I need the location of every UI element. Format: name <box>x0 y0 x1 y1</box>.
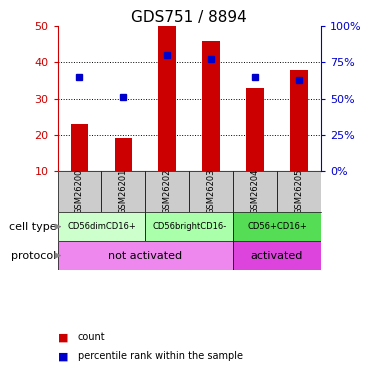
Text: cell type: cell type <box>9 222 57 232</box>
Text: protocol: protocol <box>12 251 57 261</box>
Text: CD56brightCD16-: CD56brightCD16- <box>152 222 226 231</box>
Text: ■: ■ <box>58 333 68 342</box>
Bar <box>203 41 220 171</box>
Bar <box>233 241 321 270</box>
Bar <box>101 171 145 212</box>
Text: CD56dimCD16+: CD56dimCD16+ <box>67 222 136 231</box>
Bar <box>290 70 308 171</box>
Text: percentile rank within the sample: percentile rank within the sample <box>78 351 243 361</box>
Bar <box>277 171 321 212</box>
Bar <box>246 88 264 171</box>
Text: activated: activated <box>251 251 303 261</box>
Text: GSM26202: GSM26202 <box>163 169 172 214</box>
Text: count: count <box>78 333 105 342</box>
Text: GSM26203: GSM26203 <box>207 169 216 214</box>
Bar <box>58 241 233 270</box>
Bar <box>71 124 88 171</box>
Text: ■: ■ <box>58 351 68 361</box>
Text: CD56+CD16+: CD56+CD16+ <box>247 222 307 231</box>
Bar <box>58 171 101 212</box>
Bar <box>233 212 321 241</box>
Bar <box>233 171 277 212</box>
Bar <box>145 212 233 241</box>
Bar <box>189 171 233 212</box>
Bar <box>115 138 132 171</box>
Bar <box>145 171 189 212</box>
Bar <box>158 26 176 171</box>
Text: GSM26200: GSM26200 <box>75 169 84 214</box>
Text: GSM26201: GSM26201 <box>119 169 128 214</box>
Bar <box>58 212 145 241</box>
Text: GSM26205: GSM26205 <box>295 169 303 214</box>
Title: GDS751 / 8894: GDS751 / 8894 <box>131 10 247 25</box>
Text: not activated: not activated <box>108 251 183 261</box>
Text: GSM26204: GSM26204 <box>250 169 260 214</box>
